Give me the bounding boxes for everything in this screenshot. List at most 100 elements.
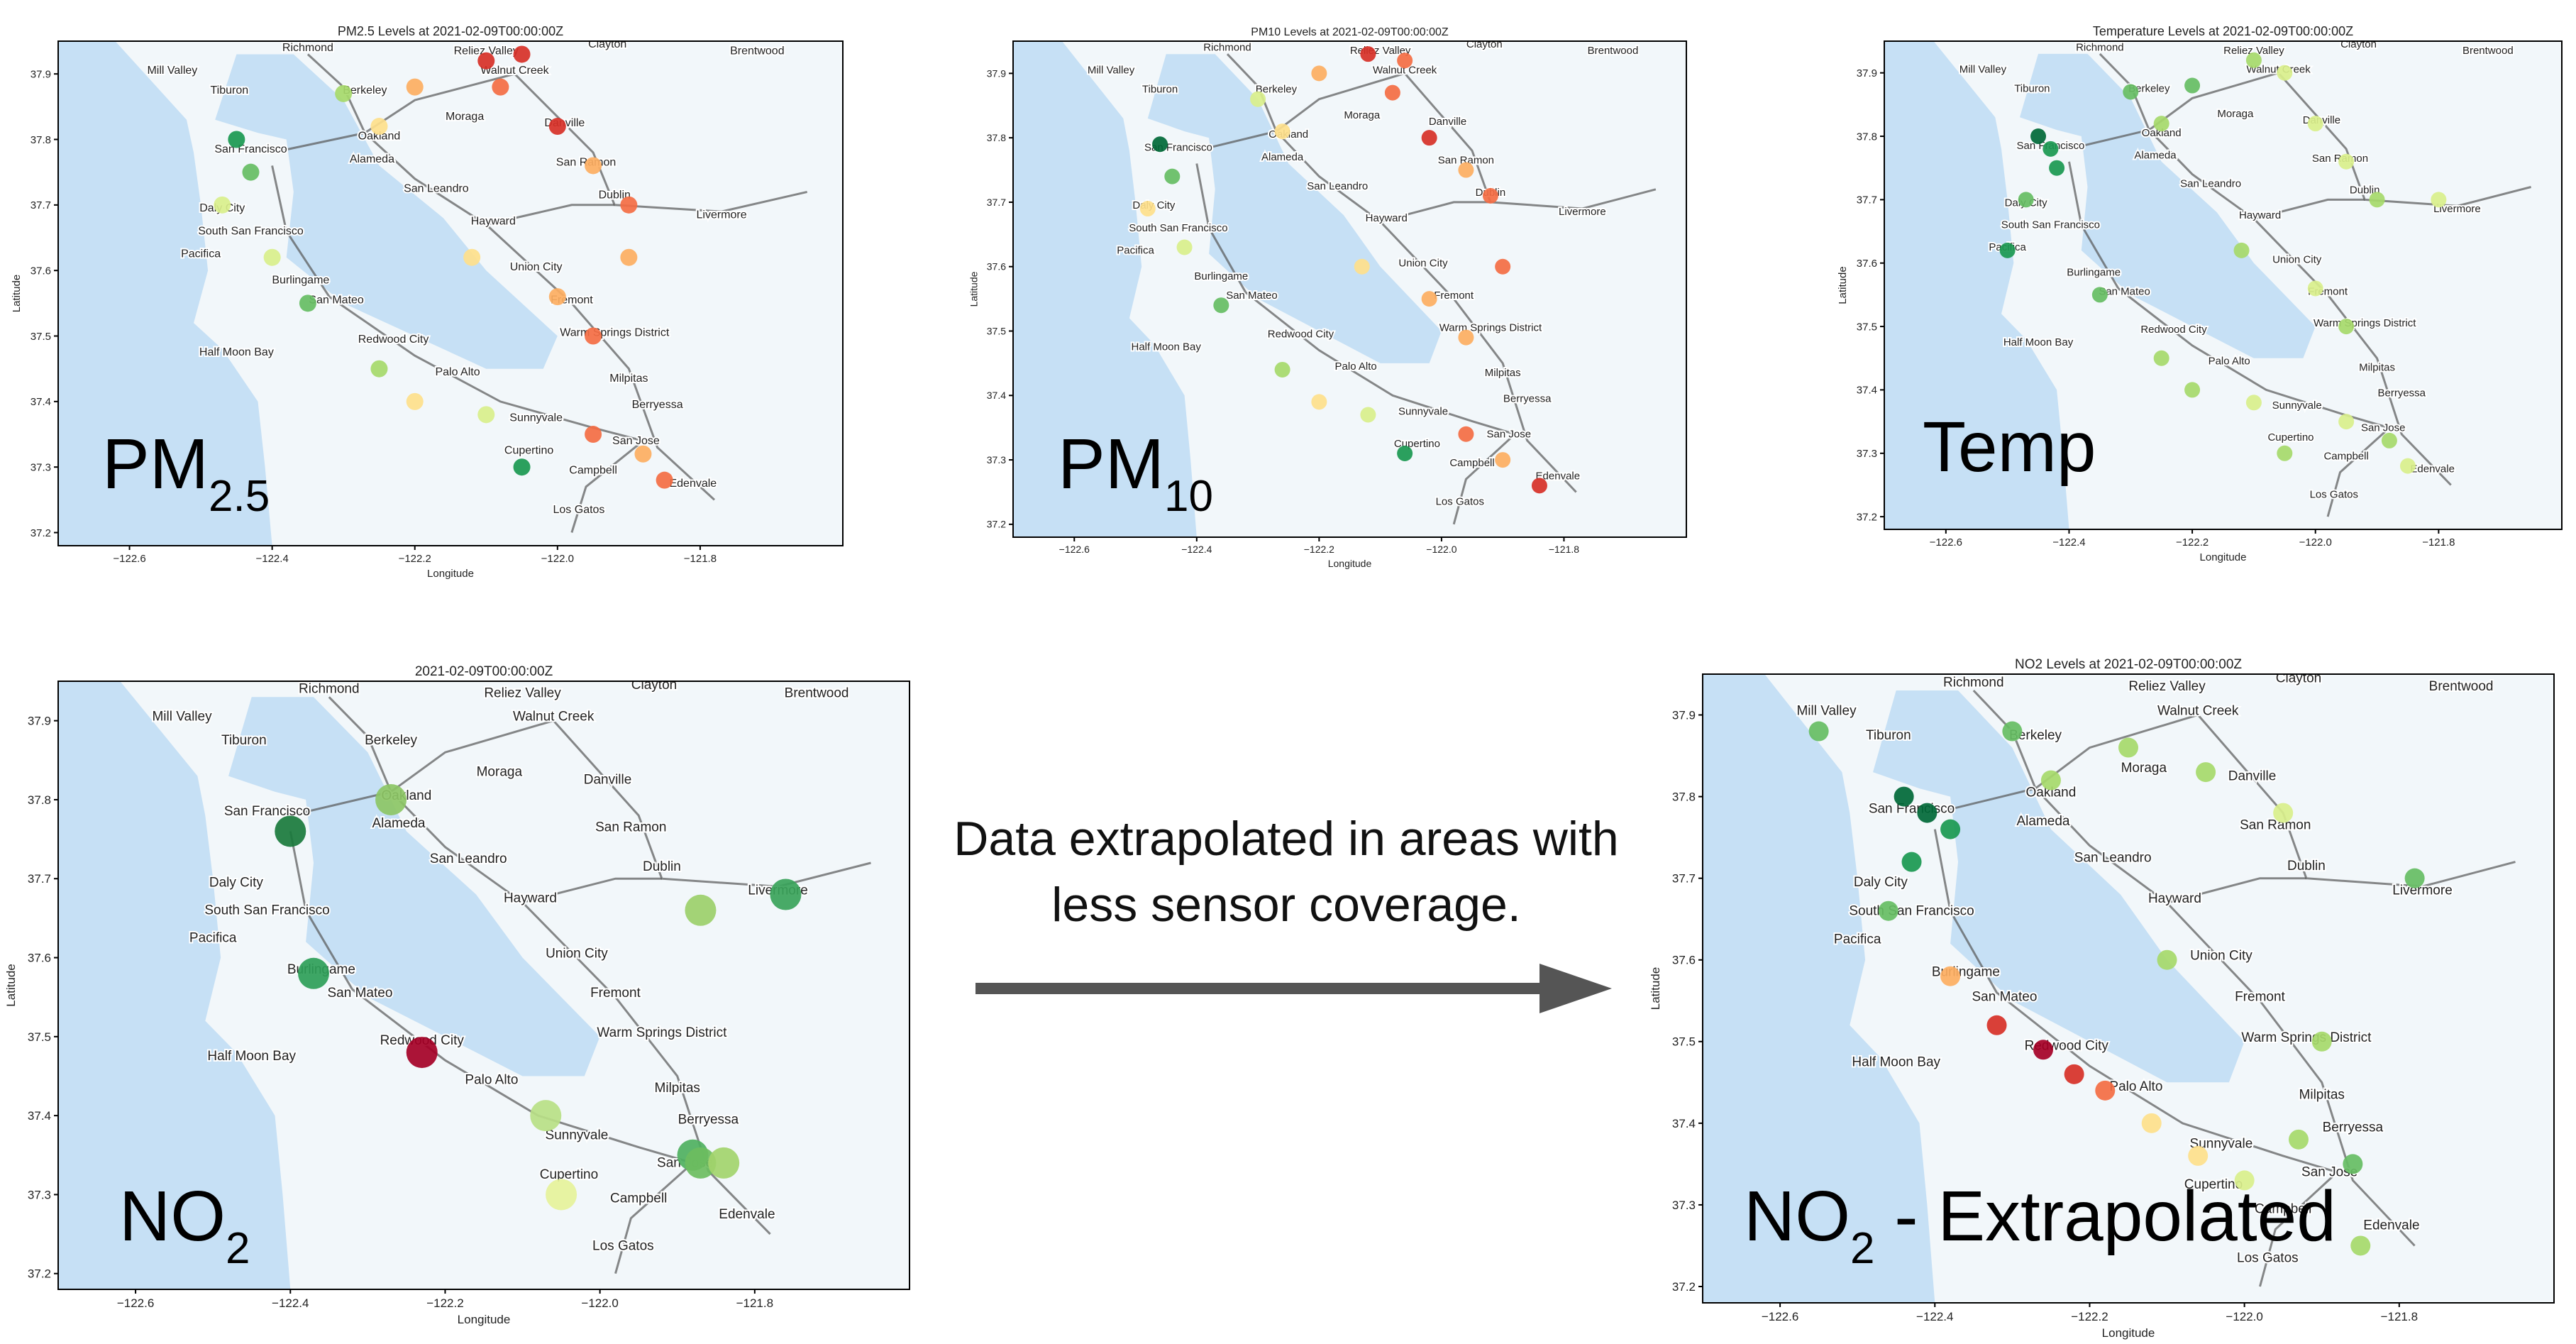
- place-label: Union City: [2190, 949, 2252, 964]
- data-point: [370, 118, 388, 136]
- data-point: [585, 426, 602, 444]
- x-tick-label: −122.2: [399, 553, 431, 565]
- road: [1276, 72, 1657, 210]
- place-label: Los Gatos: [2237, 1250, 2299, 1265]
- y-tick-label: 37.7: [1857, 194, 1877, 206]
- x-tick-label: −122.4: [255, 553, 288, 565]
- place-label: Berryessa: [1503, 392, 1552, 404]
- x-tick-label: −121.8: [2381, 1310, 2418, 1323]
- data-point: [2153, 116, 2169, 132]
- place-label: Alameda: [1261, 151, 1304, 163]
- place-label: Milpitas: [655, 1081, 700, 1096]
- place-label: Brentwood: [1588, 45, 1639, 57]
- data-point: [2091, 287, 2108, 303]
- y-axis-label: Latitude: [4, 964, 18, 1007]
- data-point: [2431, 192, 2447, 208]
- data-point: [2343, 1154, 2363, 1174]
- x-tick-label: −122.6: [1762, 1310, 1798, 1323]
- place-label: Warm Springs District: [560, 327, 670, 339]
- place-label: San Mateo: [1972, 989, 2038, 1004]
- place-label: Brentwood: [785, 685, 849, 700]
- place-label: Brentwood: [730, 45, 785, 57]
- y-tick-label: 37.4: [28, 1109, 51, 1123]
- place-label: Campbell: [2255, 1201, 2311, 1216]
- place-label: Danville: [2228, 769, 2277, 784]
- place-label: Livermore: [2392, 883, 2452, 898]
- panel-label-main: PM: [102, 424, 209, 504]
- y-axis-label: Latitude: [1837, 266, 1849, 304]
- arrow-head: [1539, 964, 1612, 1013]
- data-point: [477, 406, 495, 424]
- road: [1452, 433, 1516, 525]
- y-tick-label: 37.2: [31, 527, 51, 539]
- place-label: San Mateo: [1226, 290, 1278, 302]
- data-point: [2338, 414, 2355, 430]
- panel-label-main: NO: [1744, 1177, 1850, 1256]
- data-point: [685, 894, 717, 926]
- place-label: Alameda: [372, 816, 426, 831]
- data-point: [2184, 77, 2201, 94]
- x-axis-label: Longitude: [427, 568, 474, 580]
- data-point: [2338, 319, 2355, 335]
- data-point: [2233, 242, 2250, 258]
- place-label: Danville: [1429, 116, 1466, 128]
- data-point: [656, 471, 673, 489]
- y-tick-label: 37.4: [987, 390, 1006, 401]
- panel-label-sub: 2: [1850, 1224, 1874, 1273]
- data-point: [2184, 382, 2201, 398]
- road: [614, 1162, 694, 1274]
- place-label: Sunnyvale: [1398, 406, 1448, 418]
- place-label: Mill Valley: [147, 65, 197, 77]
- data-point: [1917, 803, 1937, 823]
- place-label: Moraga: [2121, 761, 2167, 776]
- data-point: [2338, 153, 2355, 170]
- place-label: Cupertino: [2184, 1177, 2243, 1192]
- x-tick-label: −122.6: [1059, 544, 1090, 555]
- place-label: San Francisco: [214, 143, 287, 155]
- data-point: [1458, 426, 1474, 442]
- y-tick-label: 37.5: [1672, 1035, 1696, 1049]
- place-label: Campbell: [1449, 457, 1494, 469]
- place-label: Moraga: [1344, 109, 1381, 121]
- x-tick-label: −122.0: [2226, 1310, 2262, 1323]
- y-tick-label: 37.5: [31, 331, 51, 343]
- place-label: Sunnyvale: [2190, 1136, 2253, 1151]
- panel-label-main: NO: [119, 1177, 226, 1256]
- place-label: Campbell: [569, 464, 617, 476]
- data-point: [2245, 395, 2262, 411]
- y-tick-label: 37.5: [987, 325, 1006, 336]
- place-label: Alameda: [2134, 149, 2177, 161]
- data-point: [335, 84, 353, 102]
- bay: [2020, 53, 2316, 358]
- ocean: [58, 41, 272, 546]
- panel-label: NO2 - Extrapolated: [1744, 1177, 2336, 1273]
- x-tick-label: −122.4: [2052, 536, 2085, 549]
- data-point: [1421, 291, 1437, 307]
- place-label: Mill Valley: [1088, 64, 1135, 76]
- x-tick-label: −122.2: [426, 1296, 463, 1310]
- annotation-line: Data extrapolated in areas with: [953, 812, 1618, 866]
- place-label: Daly City: [1854, 875, 1908, 890]
- axes-frame: [1884, 40, 2563, 530]
- panel-label-sub: 10: [1164, 472, 1213, 521]
- data-point: [1940, 819, 1961, 839]
- data-point: [1397, 53, 1413, 69]
- place-label: Berkeley: [1256, 84, 1298, 96]
- place-label: Edenvale: [669, 478, 717, 490]
- y-tick-label: 37.3: [1672, 1199, 1696, 1212]
- map-panel: Richmond Reliez Valley Clayton Brentwood Mil…: [58, 681, 910, 1289]
- road: [2069, 128, 2452, 486]
- y-tick-label: 37.8: [28, 793, 51, 807]
- data-point: [513, 45, 531, 63]
- y-tick-label: 37.6: [987, 261, 1006, 272]
- bay: [228, 697, 600, 1076]
- data-point: [1360, 46, 1376, 62]
- x-axis-label: Longitude: [2102, 1326, 2155, 1340]
- data-point: [2002, 721, 2023, 742]
- data-point: [2404, 868, 2425, 888]
- place-label: Livermore: [1559, 206, 1606, 218]
- data-point: [1176, 239, 1193, 255]
- place-label: Richmond: [1943, 675, 2004, 690]
- data-point: [2049, 160, 2065, 176]
